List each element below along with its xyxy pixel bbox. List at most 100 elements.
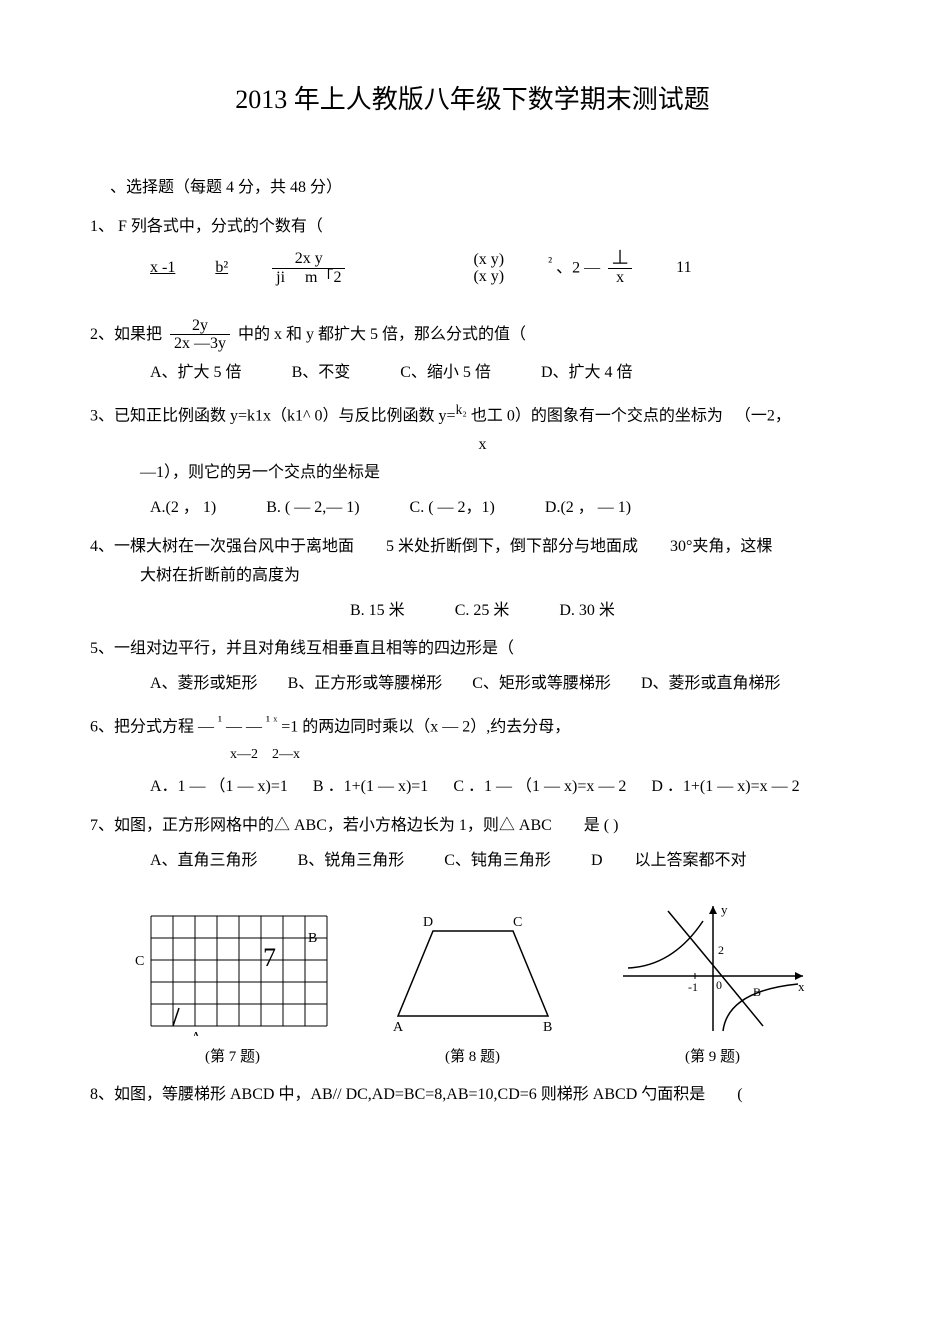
q6-sup1: ¹ [218,713,222,728]
figure-8: A B C D (第 8 题) [378,906,568,1071]
q1-e3-den: ji m「2 [272,269,345,287]
q2-num: 2y [170,317,230,336]
question-1: 1、 F 列各式中，分式的个数有（ x -1 b² 2x y ji m「2 (x… [90,213,875,287]
trapezoid-figure: A B C D [378,906,568,1036]
q4-opt-d: D. 30 米 [559,597,615,626]
q7-stem: 7、如图，正方形网格中的△ ABC，若小方格边长为 1，则△ ABC 是 ( ) [90,812,875,841]
q3-x: x [90,431,875,460]
q1-e5-sup: ² [548,254,552,269]
figure-9: x y -1 2 0 B (第 9 题) [613,896,813,1071]
q6-sup2: ¹ ˣ [266,713,277,728]
q3-opt-a: A.(2 ， 1) [150,494,216,523]
axis-x: x [798,979,805,994]
caption-7: (第 7 题) [133,1044,333,1071]
trap-B: B [543,1020,552,1035]
q4-line2: 大树在折断前的高度为 [140,562,875,591]
question-8: 8、如图，等腰梯形 ABCD 中，AB// DC,AD=BC=8,AB=10,C… [90,1081,875,1110]
q2-opt-b: B、不变 [292,359,351,388]
q3-line1: 3、已知正比例函数 y=k1x（k1^ 0）与反比例函数 y=k₂ 也工 0）的… [90,398,875,431]
graph-figure: x y -1 2 0 B [613,896,813,1036]
q1-e3-den1: ji [276,269,285,286]
q6-mid2: =1 的两边同时乘以（x — 2）,约去分母， [281,718,570,735]
q6-opt-b: B ．1+(1 — x)=1 [313,773,428,802]
question-4: 4、一棵大树在一次强台风中于离地面 5 米处折断倒下，倒下部分与地面成 30°夹… [90,533,875,625]
trap-A: A [393,1020,404,1035]
q6-mid1: — — [226,718,262,735]
q1-e5-den: x [608,269,632,287]
q2-opt-d: D、扩大 4 倍 [541,359,633,388]
q1-expressions: x -1 b² 2x y ji m「2 (x y) (x y) ² 、2 — 丄 [150,250,875,287]
q6-den2: 2—x [272,747,300,762]
q6-dens: x—2 2—x [230,742,875,767]
q3-l1a: 3、已知正比例函数 y=k1x（k1^ 0）与反比例函数 y= [90,407,456,424]
q3-opt-d: D.(2 ， — 1) [545,494,631,523]
question-6: 6、把分式方程 — ¹ — — ¹ ˣ =1 的两边同时乘以（x — 2）,约去… [90,709,875,802]
svg-text:A: A [191,1030,202,1036]
q2-post: 中的 x 和 y 都扩大 5 倍，那么分式的值（ [238,325,526,342]
svg-text:C: C [135,954,144,969]
q5-opt-a: A、菱形或矩形 [150,670,258,699]
q1-e6: 11 [676,254,691,283]
q4-line1: 4、一棵大树在一次强台风中于离地面 5 米处折断倒下，倒下部分与地面成 30°夹… [90,533,875,562]
q5-options: A、菱形或矩形 B、正方形或等腰梯形 C、矩形或等腰梯形 D、菱形或直角梯形 [150,670,875,699]
q1-e4: (x y) (x y) [469,251,508,286]
q3-sup: k₂ [456,402,467,417]
q3-opt-c: C. ( — 2，1) [410,494,495,523]
q3-l1c: （一2， [735,407,791,424]
q6-options: A．1 — （1 — x)=1 B ．1+(1 — x)=1 C ．1 — （1… [150,773,875,802]
q2-den: 2x —3y [170,335,230,353]
q1-e5-txt: 、2 — [556,259,600,276]
q1-e1: x -1 [150,254,175,283]
origin: 0 [716,978,722,992]
q1-stem: 1、 F 列各式中，分式的个数有（ [90,213,875,242]
q7-opt-d: D 以上答案都不对 [591,847,747,876]
trap-C: C [513,915,522,930]
axis-y: y [721,902,728,917]
q1-e3: 2x y ji m「2 [268,250,349,286]
figures-row: C A B 7 (第 7 题) A B C D (第 8 题) x [110,896,835,1071]
q6-pre: 6、把分式方程 — [90,718,214,735]
tick-2: 2 [718,943,724,957]
q7-options: A、直角三角形 B、锐角三角形 C、钝角三角形 D 以上答案都不对 [150,847,875,876]
q4-opt-c: C. 25 米 [455,597,510,626]
q6-stem: 6、把分式方程 — ¹ — — ¹ ˣ =1 的两边同时乘以（x — 2）,约去… [90,709,875,742]
q2-opt-c: C、缩小 5 倍 [400,359,491,388]
q1-e2: b² [215,254,228,283]
q5-stem: 5、一组对边平行，并且对角线互相垂直且相等的四边形是（ [90,635,875,664]
question-2: 2、如果把 2y 2x —3y 中的 x 和 y 都扩大 5 倍，那么分式的值（… [90,317,875,388]
question-7: 7、如图，正方形网格中的△ ABC，若小方格边长为 1，则△ ABC 是 ( )… [90,812,875,876]
q2-pre: 2、如果把 [90,325,162,342]
point-B: B [753,985,761,999]
q3-l1b: 也工 0）的图象有一个交点的坐标为 [471,407,723,424]
q1-e4b: (x y) [473,268,504,286]
q2-stem: 2、如果把 2y 2x —3y 中的 x 和 y 都扩大 5 倍，那么分式的值（ [90,317,875,353]
q1-e3-num: 2x y [272,250,345,269]
section-header: 、选择题（每题 4 分，共 48 分） [110,174,875,203]
q6-den1: x—2 [230,747,258,762]
q3-line2: —1），则它的另一个交点的坐标是 [140,459,875,488]
q2-options: A、扩大 5 倍 B、不变 C、缩小 5 倍 D、扩大 4 倍 [150,359,875,388]
q5-opt-c: C、矩形或等腰梯形 [472,670,611,699]
q6-opt-d: D ．1+(1 — x)=x — 2 [651,773,799,802]
q1-e5: ² 、2 — 丄 x [548,250,636,287]
svg-text:B: B [308,931,317,946]
svg-text:7: 7 [263,943,276,972]
q7-opt-a: A、直角三角形 [150,847,258,876]
trap-D: D [423,915,433,930]
question-3: 3、已知正比例函数 y=k1x（k1^ 0）与反比例函数 y=k₂ 也工 0）的… [90,398,875,524]
q6-opt-c: C ．1 — （1 — x)=x — 2 [453,773,626,802]
caption-9: (第 9 题) [613,1044,813,1071]
caption-8: (第 8 题) [378,1044,568,1071]
question-5: 5、一组对边平行，并且对角线互相垂直且相等的四边形是（ A、菱形或矩形 B、正方… [90,635,875,699]
q1-e5-num: 丄 [608,250,632,269]
q2-opt-a: A、扩大 5 倍 [150,359,242,388]
page-title: 2013 年上人教版八年级下数学期末测试题 [70,77,875,124]
grid-figure: C A B 7 [133,906,333,1036]
q7-opt-b: B、锐角三角形 [298,847,405,876]
tick-neg1: -1 [688,980,698,994]
q4-options: B. 15 米 C. 25 米 D. 30 米 [350,597,875,626]
q5-opt-d: D、菱形或直角梯形 [641,670,781,699]
q4-opt-b: B. 15 米 [350,597,405,626]
q5-opt-b: B、正方形或等腰梯形 [288,670,443,699]
q1-e3-den2: m「2 [305,269,341,286]
